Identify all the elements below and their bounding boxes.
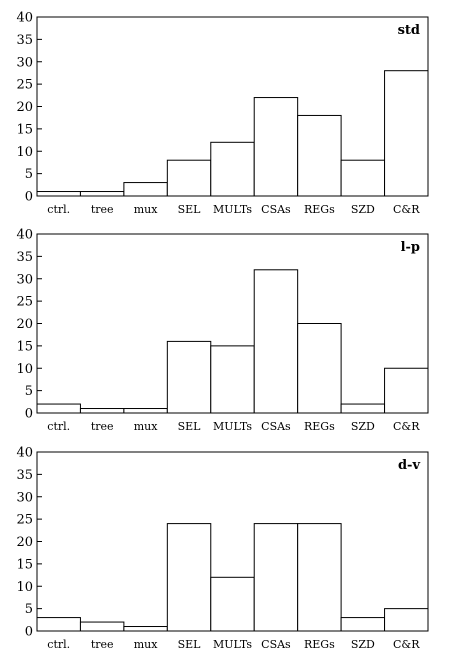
x-tick-label-3-2: tree [91,638,114,651]
bar-chart-panel-3: 0 5 10 15 20 25 30 35 40 ctrl. tree mux SEL MULTs CSAs… [16,446,429,651]
bar-1-3 [123,182,168,197]
y-tick-label-1-2: 5 [25,167,33,182]
y-tick-label-3-4: 15 [16,557,33,572]
y-tick-label-3-3: 10 [16,580,33,595]
y-tick-label-1-4: 15 [16,122,33,137]
y-tick-label-3-8: 35 [16,468,33,483]
y-tick-label-1-6: 25 [16,78,33,93]
y-tick-label-1-7: 30 [16,55,33,70]
x-tick-label-2-8: SZD [351,420,375,433]
bar-3-4 [166,523,212,632]
y-tick-label-3-7: 30 [16,490,33,505]
bar-3-7 [297,523,342,632]
bar-1-1 [36,191,81,197]
x-tick-label-2-2: tree [91,420,114,433]
bar-1-8 [340,159,386,197]
bar-3-6 [253,523,299,632]
x-tick-label-1-4: SEL [178,203,202,216]
y-tick-label-3-2: 5 [25,602,33,617]
y-tick-label-1-3: 10 [16,145,33,160]
x-tick-label-1-5: MULTs [213,203,252,216]
x-tick-label-3-8: SZD [351,638,375,651]
bar-1-7 [297,114,342,197]
y-tick-label-2-7: 30 [16,272,33,287]
y-tick-label-1-5: 20 [16,100,33,115]
x-tick-label-1-1: ctrl. [47,203,70,216]
x-tick-label-1-7: REGs [304,203,335,216]
y-tick-label-2-3: 10 [16,362,33,377]
y-tick-label-1-1: 0 [25,190,33,205]
x-tick-label-2-9: C&R [393,420,420,433]
y-tick-label-2-6: 25 [16,295,33,310]
y-tick-label-3-9: 40 [16,446,33,461]
bar-1-5 [210,141,255,197]
bar-1-4 [166,159,212,197]
y-tick-label-3-1: 0 [25,625,33,640]
x-tick-label-3-3: mux [134,638,159,651]
bar-3-2 [79,621,125,632]
x-tick-label-1-9: C&R [393,203,420,216]
y-tick-label-3-6: 25 [16,513,33,528]
bar-2-6 [253,269,299,414]
bar-2-1 [36,403,81,414]
bar-1-9 [384,70,429,197]
bar-2-3 [123,408,168,414]
x-tick-label-2-3: mux [134,420,159,433]
x-tick-label-2-5: MULTs [213,420,252,433]
y-tick-label-2-4: 15 [16,339,33,354]
x-tick-label-2-4: SEL [178,420,202,433]
bar-3-9 [384,608,429,632]
panel-title-2: l-p [401,240,420,255]
x-tick-label-2-7: REGs [304,420,335,433]
x-tick-label-3-1: ctrl. [47,638,70,651]
y-tick-label-2-5: 20 [16,317,33,332]
bar-2-9 [384,367,429,414]
bar-2-8 [340,403,386,414]
x-tick-label-2-1: ctrl. [47,420,70,433]
x-tick-label-3-5: MULTs [213,638,252,651]
bar-1-6 [253,97,299,197]
bar-2-7 [297,323,342,414]
bar-chart-panel-1: 0 5 10 15 20 25 30 35 40 ctrl. tree mux SEL MULTs CSAs… [16,11,429,216]
x-tick-label-3-6: CSAs [261,638,291,651]
x-tick-label-1-3: mux [134,203,159,216]
panel-title-3: d-v [398,458,420,473]
bar-2-2 [79,408,125,414]
y-tick-label-2-2: 5 [25,384,33,399]
y-tick-label-3-5: 20 [16,535,33,550]
bar-3-1 [36,617,81,632]
y-tick-label-1-9: 40 [16,11,33,26]
bar-chart-panel-2: 0 5 10 15 20 25 30 35 40 ctrl. tree mux SEL MULTs CSAs… [16,228,429,433]
panel-title-1: std [398,23,420,38]
bar-3-3 [123,626,168,632]
bar-2-5 [210,345,255,414]
x-tick-label-1-6: CSAs [261,203,291,216]
x-tick-label-1-8: SZD [351,203,375,216]
bar-3-8 [340,617,386,632]
x-tick-label-2-6: CSAs [261,420,291,433]
y-tick-label-2-9: 40 [16,228,33,243]
x-tick-label-3-4: SEL [178,638,202,651]
x-tick-label-1-2: tree [91,203,114,216]
bar-3-5 [210,576,255,632]
y-tick-label-1-8: 35 [16,33,33,48]
bar-1-2 [79,191,125,197]
x-tick-label-3-7: REGs [304,638,335,651]
y-tick-label-2-8: 35 [16,250,33,265]
y-tick-label-2-1: 0 [25,407,33,422]
bar-2-4 [166,340,212,414]
x-tick-label-3-9: C&R [393,638,420,651]
